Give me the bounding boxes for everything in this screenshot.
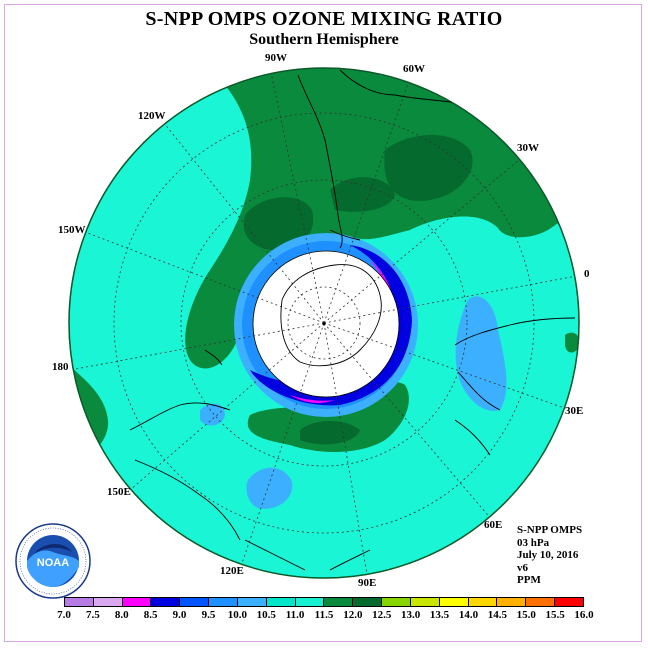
colorbar-tick-label: 13.0 <box>401 609 421 621</box>
colorbar-swatch <box>382 598 411 606</box>
colorbar-swatch <box>122 598 152 606</box>
colorbar-tick-label: 8.5 <box>143 609 158 621</box>
colorbar-tick-label: 16.0 <box>574 609 594 621</box>
colorbar-tick-label: 14.0 <box>458 609 479 621</box>
colorbar-tick-label: 11.5 <box>314 609 334 621</box>
colorbar <box>64 597 584 607</box>
colorbar-tick-label: 7.5 <box>86 609 100 621</box>
instrument-text: S-NPP OMPS <box>517 524 583 536</box>
version-text: v6 <box>517 561 528 574</box>
colorbar-swatch <box>526 598 556 606</box>
colorbar-swatch <box>555 598 583 606</box>
colorbar-tick-label: 15.0 <box>516 609 536 621</box>
colorbar-tick-label: 11.0 <box>285 609 305 621</box>
colorbar-swatch <box>180 598 210 606</box>
lon-120w-label: 120W <box>138 110 166 122</box>
colorbar-tick-label: 14.5 <box>487 609 507 621</box>
lon-150w-label: 150W <box>58 224 86 236</box>
contour-darkgreen-north <box>384 135 473 201</box>
metadata-block: S-NPP OMPS 03 hPa July 10, 2016 v6 PPM <box>517 524 582 587</box>
polar-night-disk <box>252 250 400 398</box>
lon-90e-label: 90E <box>358 577 377 589</box>
noaa-logo-text: NOAA <box>37 557 69 569</box>
colorbar-swatch <box>353 598 383 606</box>
lon-60w-label: 60W <box>403 63 425 75</box>
colorbar-swatch <box>439 598 469 606</box>
date-text: July 10, 2016 <box>517 549 579 561</box>
map-title: S-NPP OMPS OZONE MIXING RATIO <box>145 8 503 30</box>
lon-30w-label: 30W <box>517 142 539 154</box>
colorbar-tick-label: 10.5 <box>256 609 276 621</box>
colorbar-tick-label: 15.5 <box>545 609 565 621</box>
colorbar-swatch <box>410 598 440 606</box>
lon-60e-label: 60E <box>484 519 503 531</box>
colorbar-swatch <box>324 598 354 606</box>
colorbar-tick-label: 10.0 <box>227 609 247 621</box>
colorbar-tick-label: 8.0 <box>114 609 129 621</box>
contour-darkgreen-west <box>243 197 314 251</box>
colorbar-tick-label: 12.0 <box>343 609 363 621</box>
colorbar-tick-label: 12.5 <box>372 609 392 621</box>
lon-120e-label: 120E <box>220 565 244 577</box>
units-text: PPM <box>517 574 541 586</box>
figure-frame <box>4 4 642 642</box>
lon-180-label: 180 <box>52 361 69 373</box>
colorbar-tick-label: 7.0 <box>57 609 71 621</box>
contour-blue-east <box>455 296 507 411</box>
lon-150e-label: 150E <box>107 486 131 498</box>
colorbar-tick-label: 13.5 <box>429 609 450 621</box>
colorbar-swatch <box>295 598 325 606</box>
colorbar-swatch <box>65 598 94 606</box>
colorbar-tick-label: 9.0 <box>172 609 187 621</box>
contour-green-north <box>185 68 570 369</box>
lon-90w-label: 90W <box>265 52 287 64</box>
colorbar-swatch <box>151 598 181 606</box>
lon-0-label: 0 <box>584 268 590 280</box>
map-subtitle: Southern Hemisphere <box>249 31 399 48</box>
coastlines <box>129 69 576 571</box>
colorbar-swatch <box>93 598 123 606</box>
colorbar-swatch <box>237 598 267 606</box>
colorbar-swatch <box>266 598 296 606</box>
graticule <box>69 68 579 578</box>
colorbar-swatch <box>209 598 238 606</box>
noaa-logo: NOAA <box>15 523 91 599</box>
colorbar-swatch <box>497 598 527 606</box>
lon-30e-label: 30E <box>565 405 584 417</box>
colorbar-swatch <box>468 598 498 606</box>
colorbar-tick-label: 9.5 <box>201 609 216 621</box>
pressure-level-text: 03 hPa <box>517 536 550 549</box>
